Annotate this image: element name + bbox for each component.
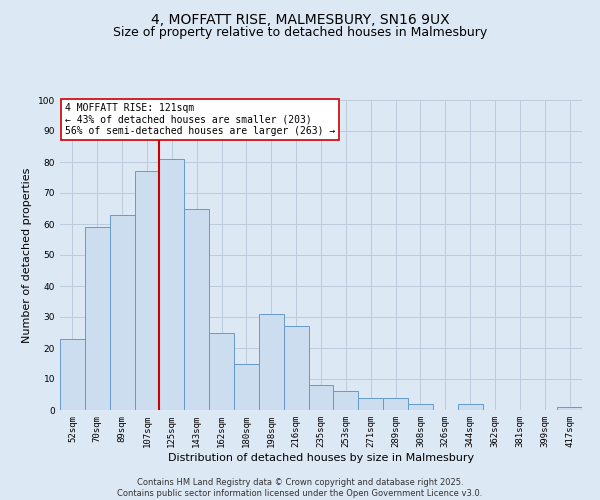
X-axis label: Distribution of detached houses by size in Malmesbury: Distribution of detached houses by size … xyxy=(168,452,474,462)
Bar xyxy=(234,364,259,410)
Bar xyxy=(408,404,433,410)
Bar xyxy=(557,407,582,410)
Bar xyxy=(308,385,334,410)
Bar xyxy=(284,326,308,410)
Text: Contains HM Land Registry data © Crown copyright and database right 2025.
Contai: Contains HM Land Registry data © Crown c… xyxy=(118,478,482,498)
Text: 4, MOFFATT RISE, MALMESBURY, SN16 9UX: 4, MOFFATT RISE, MALMESBURY, SN16 9UX xyxy=(151,12,449,26)
Bar xyxy=(110,214,134,410)
Bar xyxy=(458,404,482,410)
Bar xyxy=(334,392,358,410)
Bar xyxy=(209,332,234,410)
Bar xyxy=(134,172,160,410)
Bar xyxy=(383,398,408,410)
Y-axis label: Number of detached properties: Number of detached properties xyxy=(22,168,32,342)
Text: 4 MOFFATT RISE: 121sqm
← 43% of detached houses are smaller (203)
56% of semi-de: 4 MOFFATT RISE: 121sqm ← 43% of detached… xyxy=(65,103,335,136)
Bar xyxy=(160,159,184,410)
Bar xyxy=(85,227,110,410)
Bar xyxy=(358,398,383,410)
Bar xyxy=(259,314,284,410)
Bar xyxy=(60,338,85,410)
Text: Size of property relative to detached houses in Malmesbury: Size of property relative to detached ho… xyxy=(113,26,487,39)
Bar xyxy=(184,208,209,410)
